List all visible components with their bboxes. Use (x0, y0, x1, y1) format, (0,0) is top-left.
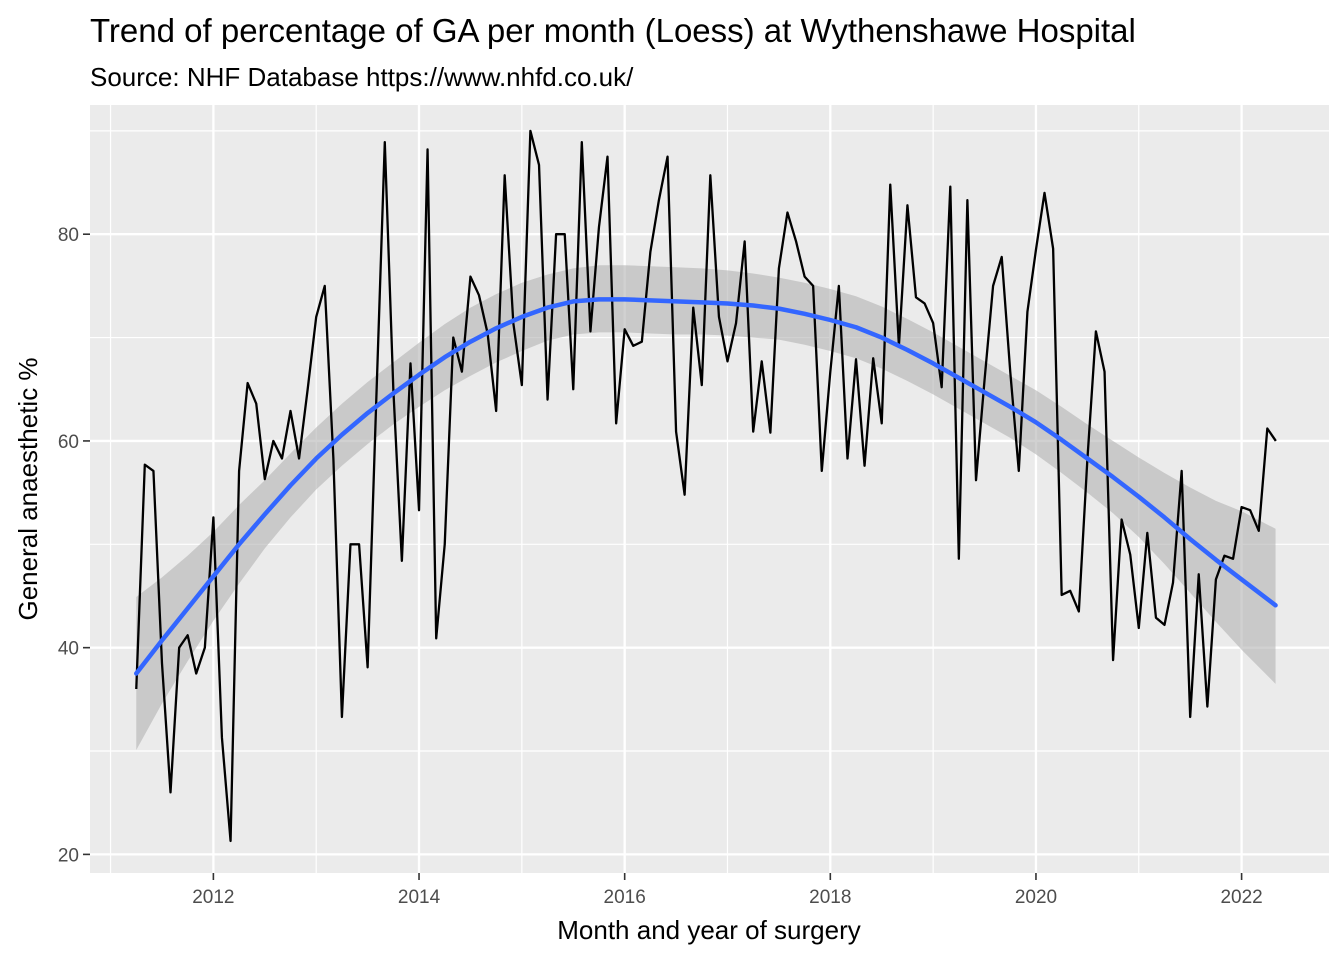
x-tick-label: 2014 (398, 887, 441, 908)
observed-ga-line (135, 129, 1277, 843)
x-tick-label: 2020 (1015, 887, 1057, 908)
chart-title: Trend of percentage of GA per month (Loe… (90, 12, 1136, 49)
x-tick-label: 2018 (809, 887, 851, 908)
chart-subtitle: Source: NHF Database https://www.nhfd.co… (90, 62, 634, 92)
x-tick-label: 2012 (192, 887, 234, 908)
loess-trend-line (134, 297, 1278, 676)
y-axis-title: General anaesthetic % (13, 357, 43, 620)
y-tick-label: 80 (58, 225, 79, 246)
y-tick-label: 60 (58, 432, 79, 453)
x-axis-title: Month and year of surgery (557, 915, 861, 945)
y-tick-label: 20 (58, 845, 79, 866)
axes: 2012 2014 2016 2018 2020 2022 20 40 60 80 (58, 225, 1263, 908)
y-tick-label: 40 (58, 639, 79, 660)
x-tick-label: 2022 (1220, 887, 1262, 908)
x-tick-label: 2016 (604, 887, 646, 908)
major-gridlines (90, 105, 1329, 873)
plot-marks (134, 129, 1278, 843)
